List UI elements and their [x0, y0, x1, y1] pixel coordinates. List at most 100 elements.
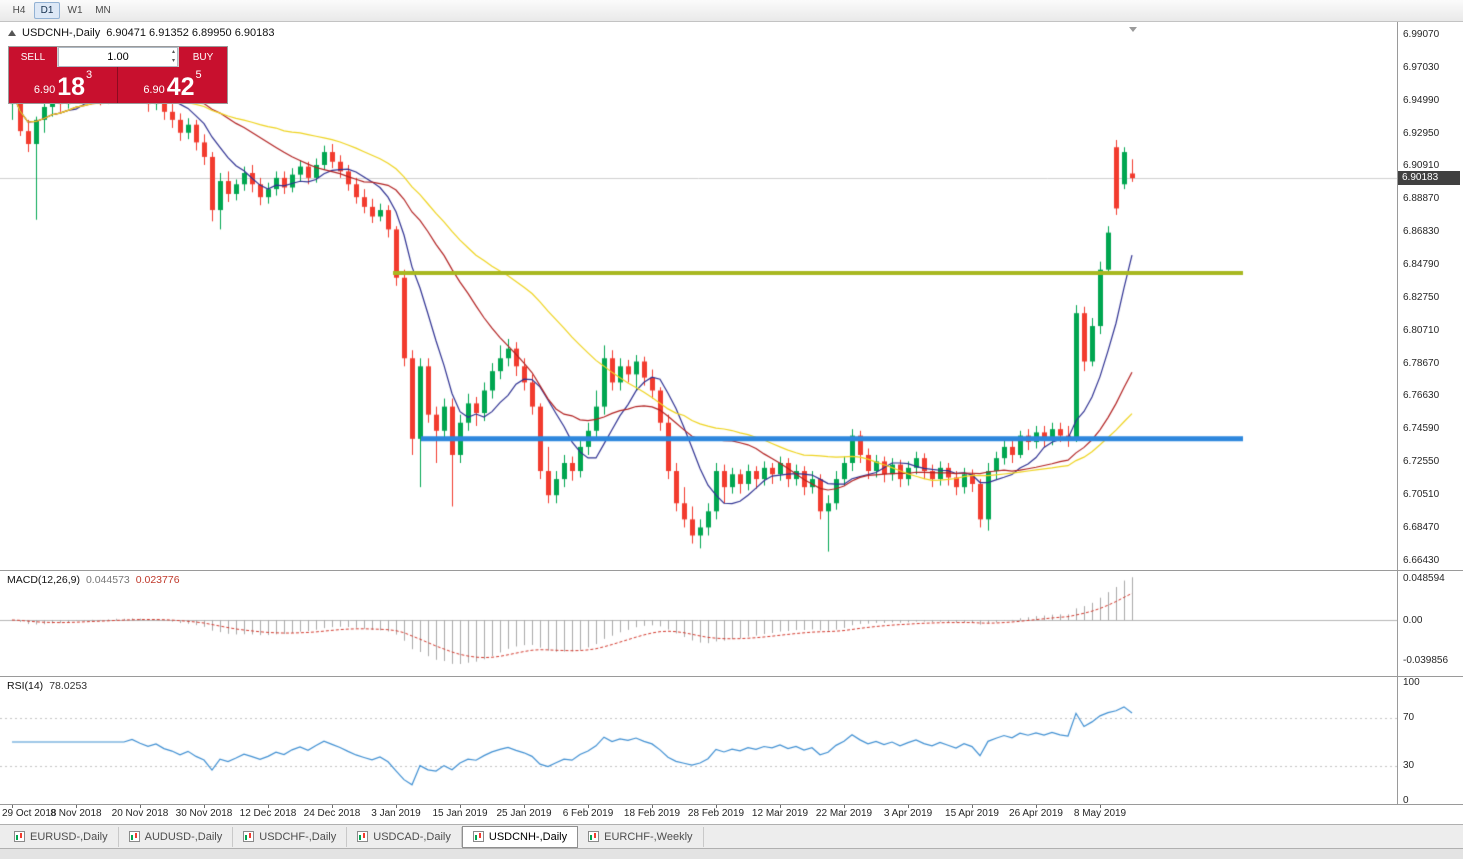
chart-tab-eurchf-weekly[interactable]: EURCHF-,Weekly — [578, 826, 704, 847]
chart-tab-usdcad-daily[interactable]: USDCAD-,Daily — [347, 826, 462, 847]
one-click-trading-panel: SELL 1.00 ▴ ▾ BUY 6.90 18 3 6.90 42 5 — [8, 46, 228, 104]
price-axis-label: 6.76630 — [1403, 390, 1440, 402]
date-axis-tick — [76, 805, 77, 808]
status-bar-partial — [0, 848, 1463, 859]
buy-button[interactable]: BUY — [179, 47, 227, 67]
timeframe-button-h4[interactable]: H4 — [6, 2, 32, 19]
date-axis-label: 8 Nov 2018 — [50, 808, 102, 819]
price-axis-label: 6.72550 — [1403, 456, 1440, 468]
rsi-axis-label: 70 — [1403, 712, 1415, 724]
price-axis-label: 6.88870 — [1403, 193, 1440, 205]
date-axis-tick — [844, 805, 845, 808]
rsi-indicator-canvas[interactable] — [0, 677, 1397, 804]
date-axis-label: 29 Oct 2018 — [2, 808, 57, 819]
timeframe-toolbar: H4 D1 W1 MN — [0, 0, 1463, 22]
rsi-header: RSI(14) 78.0253 — [7, 680, 87, 692]
spinner-up-icon[interactable]: ▴ — [171, 49, 175, 55]
price-axis-label: 6.78670 — [1403, 357, 1440, 369]
price-axis-separator — [1397, 22, 1398, 804]
price-axis-label: 6.97030 — [1403, 61, 1440, 73]
price-axis-label: 6.74590 — [1403, 423, 1440, 435]
date-axis-tick — [588, 805, 589, 808]
price-axis-label: 6.82750 — [1403, 291, 1440, 303]
timeframe-button-w1[interactable]: W1 — [62, 2, 88, 19]
date-axis-label: 12 Mar 2019 — [751, 808, 809, 819]
volume-spinner[interactable]: ▴ ▾ — [172, 48, 175, 66]
timeframe-button-mn[interactable]: MN — [90, 2, 116, 19]
date-axis-tick — [524, 805, 525, 808]
date-axis-label: 3 Jan 2019 — [371, 808, 421, 819]
price-axis-label: 6.90910 — [1403, 160, 1440, 172]
date-axis-label: 25 Jan 2019 — [496, 808, 552, 819]
price-chart-canvas[interactable] — [0, 24, 1397, 570]
chart-tabs-bar: EURUSD-,Daily AUDUSD-,Daily USDCHF-,Daily U… — [0, 824, 1463, 848]
date-axis-separator — [0, 804, 1463, 805]
rsi-axis-label: 30 — [1403, 759, 1415, 771]
date-axis-tick — [12, 805, 13, 808]
date-axis-label: 28 Feb 2019 — [687, 808, 745, 819]
rsi-label: RSI(14) — [7, 680, 44, 692]
macd-axis-label: -0.039856 — [1403, 655, 1449, 666]
ask-prefix: 6.90 — [143, 84, 165, 96]
macd-label: MACD(12,26,9) — [7, 574, 80, 586]
price-axis-label: 6.94990 — [1403, 94, 1440, 106]
chart-tab-label: EURUSD-,Daily — [30, 830, 108, 843]
date-axis-label: 24 Dec 2018 — [303, 808, 361, 819]
bid-superscript: 3 — [86, 69, 93, 81]
sell-button[interactable]: SELL — [9, 47, 57, 67]
price-axis-label: 6.99070 — [1403, 28, 1440, 40]
trade-controls-row: SELL 1.00 ▴ ▾ BUY — [9, 47, 227, 67]
chart-title: USDCNH-,Daily 6.90471 6.91352 6.89950 6.… — [8, 27, 274, 39]
chart-tab-icon — [472, 831, 484, 842]
symbol-marker-icon — [8, 30, 16, 36]
date-axis-label: 8 May 2019 — [1073, 808, 1127, 819]
date-axis-tick — [268, 805, 269, 808]
chart-tab-label: USDCNH-,Daily — [488, 830, 568, 843]
macd-value-main: 0.044573 — [85, 574, 130, 586]
spinner-down-icon[interactable]: ▾ — [171, 58, 175, 64]
chart-tab-icon — [357, 831, 369, 842]
date-axis-label: 22 Mar 2019 — [815, 808, 873, 819]
date-axis-label: 3 Apr 2019 — [883, 808, 933, 819]
macd-axis-label: 0.048594 — [1403, 573, 1445, 584]
chart-tab-audusd-daily[interactable]: AUDUSD-,Daily — [119, 826, 234, 847]
chart-tab-label: AUDUSD-,Daily — [144, 830, 223, 843]
macd-axis-label: 0.00 — [1403, 615, 1423, 626]
date-axis-tick — [780, 805, 781, 808]
date-axis-label: 15 Apr 2019 — [945, 808, 999, 819]
chart-tab-usdchf-daily[interactable]: USDCHF-,Daily — [233, 826, 348, 847]
timeframe-button-d1[interactable]: D1 — [34, 2, 60, 19]
rsi-value: 78.0253 — [49, 680, 88, 692]
date-axis-label: 6 Feb 2019 — [562, 808, 614, 819]
bid-price-panel[interactable]: 6.90 18 3 — [9, 67, 118, 103]
chart-tab-label: USDCAD-,Daily — [373, 830, 451, 843]
chart-tab-usdcnh-daily[interactable]: USDCNH-,Daily — [461, 825, 579, 848]
ask-superscript: 5 — [195, 69, 202, 81]
volume-value: 1.00 — [107, 51, 129, 63]
panel-resize-separator[interactable] — [0, 570, 1463, 571]
ask-big-digits: 42 — [166, 73, 195, 101]
rsi-axis-label: 100 — [1403, 677, 1420, 688]
bid-ask-row: 6.90 18 3 6.90 42 5 — [9, 67, 227, 103]
panel-resize-separator[interactable] — [0, 676, 1463, 677]
chart-ohlc-values: 6.90471 6.91352 6.89950 6.90183 — [106, 27, 275, 39]
chart-tab-eurusd-daily[interactable]: EURUSD-,Daily — [4, 826, 119, 847]
date-axis-tick — [1100, 805, 1101, 808]
ask-price-panel[interactable]: 6.90 42 5 — [118, 67, 227, 103]
bid-prefix: 6.90 — [33, 84, 56, 96]
chart-tab-label: EURCHF-,Weekly — [604, 830, 693, 843]
chart-tab-icon — [243, 831, 255, 842]
macd-indicator-canvas[interactable] — [0, 571, 1397, 676]
date-axis-tick — [716, 805, 717, 808]
bid-big-digits: 18 — [57, 73, 86, 101]
price-axis-label: 6.80710 — [1403, 324, 1440, 336]
chart-tab-label: USDCHF-,Daily — [259, 830, 337, 843]
date-axis-tick — [396, 805, 397, 808]
price-axis-label: 6.84790 — [1403, 259, 1440, 270]
price-axis-label: 6.92950 — [1403, 127, 1440, 139]
volume-input[interactable]: 1.00 ▴ ▾ — [58, 47, 178, 67]
chart-tab-icon — [14, 831, 25, 842]
date-axis-label: 26 Apr 2019 — [1009, 808, 1063, 819]
date-axis-label: 12 Dec 2018 — [239, 808, 297, 819]
date-axis-tick — [460, 805, 461, 808]
